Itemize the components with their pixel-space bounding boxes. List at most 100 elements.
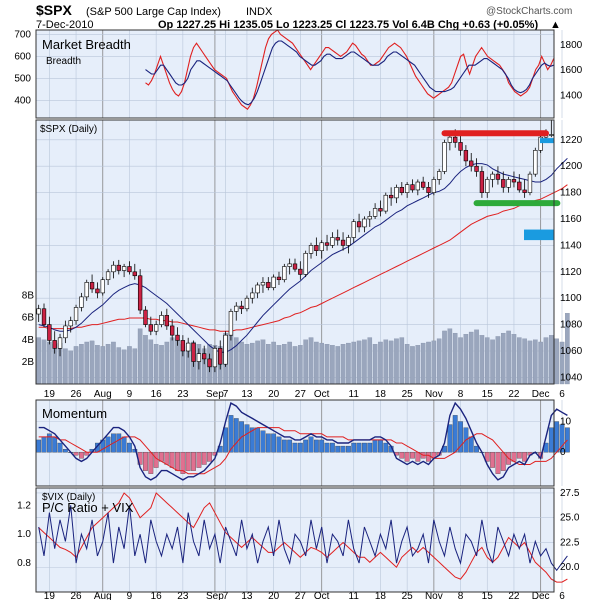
candle-down xyxy=(127,266,132,273)
candle-up xyxy=(255,284,260,294)
candle-down xyxy=(148,324,153,332)
candle-up xyxy=(84,282,89,298)
watermark: @StockCharts.com xyxy=(486,6,572,17)
candle-up xyxy=(394,187,399,199)
x-axis-label: 16 xyxy=(151,389,163,400)
volume-bar xyxy=(452,332,458,385)
volume-bar xyxy=(36,337,41,385)
breadth-panel xyxy=(36,30,554,118)
chart-header: $SPX (S&P 500 Large Cap Index) INDX @Sto… xyxy=(36,2,572,31)
momentum-hist-bar xyxy=(399,452,405,459)
x-axis-label: Sep xyxy=(206,389,224,400)
volume-bar xyxy=(303,339,308,385)
candle-down xyxy=(335,237,340,241)
volume-bar xyxy=(479,335,485,385)
candle-up xyxy=(111,264,116,273)
breadth-left-tick: 500 xyxy=(14,73,31,84)
x-axis-label-bottom: 6 xyxy=(559,591,565,600)
candle-up xyxy=(100,279,105,294)
candle-up xyxy=(351,221,356,238)
breadth-right-tick: 1800 xyxy=(560,40,583,51)
candle-up xyxy=(250,292,255,299)
momentum-hist-bar xyxy=(180,452,186,474)
x-axis-label: Nov xyxy=(425,389,443,400)
candle-down xyxy=(89,282,95,290)
candle-down xyxy=(41,308,47,325)
price-tick-label: 1040 xyxy=(560,372,583,383)
x-axis-label: 26 xyxy=(70,389,82,400)
price-marker-small xyxy=(540,138,554,144)
momentum-hist-bar xyxy=(372,439,378,453)
momentum-hist-bar xyxy=(207,452,212,462)
price-tick-label: 1140 xyxy=(560,240,582,251)
x-axis-label-bottom: 19 xyxy=(44,591,56,600)
volume-bar xyxy=(533,339,538,385)
candle-up xyxy=(223,334,228,365)
candle-up xyxy=(308,245,314,254)
candle-down xyxy=(399,187,404,193)
up-arrow-icon: ▲ xyxy=(550,19,561,31)
pcr-title: P/C Ratio + VIX xyxy=(42,500,134,515)
x-axis-label: 15 xyxy=(482,389,494,400)
panel-frames xyxy=(35,29,555,593)
momentum-hist-bar xyxy=(324,442,330,453)
candle-up xyxy=(57,337,63,349)
candle-down xyxy=(474,165,479,172)
candle-up xyxy=(287,263,292,267)
volume-bar xyxy=(490,339,495,385)
volume-bar xyxy=(244,344,250,385)
candle-up xyxy=(36,308,41,315)
momentum-hist-bar xyxy=(495,452,501,474)
volume-bar xyxy=(506,330,511,385)
volume-bar xyxy=(100,346,106,385)
series-layer xyxy=(38,29,568,583)
momentum-hist-bar xyxy=(255,427,261,453)
x-axis-label: 22 xyxy=(508,389,520,400)
momentum-hist-bar xyxy=(356,442,362,453)
candle-down xyxy=(463,150,469,162)
candle-up xyxy=(431,179,437,193)
volume-bar xyxy=(388,340,394,385)
momentum-hist-bar xyxy=(287,439,293,453)
volume-bar xyxy=(554,338,559,385)
candle-down xyxy=(458,142,463,151)
momentum-hist-bar xyxy=(271,433,277,453)
candle-down xyxy=(191,342,196,362)
x-axis-label-bottom: 26 xyxy=(70,591,82,600)
volume-bar xyxy=(68,350,73,385)
candle-up xyxy=(383,194,388,212)
momentum-hist-bar xyxy=(426,452,431,462)
breadth-left-tick: 600 xyxy=(14,51,31,62)
momentum-hist-bar xyxy=(281,439,287,453)
ma_long-line xyxy=(38,184,568,332)
momentum-hist-bar xyxy=(153,452,159,468)
candle-up xyxy=(271,276,276,288)
candle-down xyxy=(378,208,383,212)
price-tick-label: 1120 xyxy=(560,267,582,278)
breadth-left-tick: 700 xyxy=(14,29,31,40)
volume-bar xyxy=(549,335,554,385)
panel-frame xyxy=(35,487,555,593)
candle-down xyxy=(47,324,52,341)
momentum-hist-bar xyxy=(196,452,202,468)
volume-bar xyxy=(495,336,501,385)
price-tick-label: 1080 xyxy=(560,320,583,331)
candle-down xyxy=(469,160,474,167)
candle-up xyxy=(73,307,79,321)
momentum-hist-bar xyxy=(164,452,170,465)
volume-bar xyxy=(292,346,298,385)
candle-up xyxy=(244,297,250,310)
volume-bar xyxy=(298,345,303,385)
momentum-hist-bar xyxy=(276,436,282,453)
x-axis-label-bottom: 8 xyxy=(458,591,464,600)
candle-up xyxy=(153,324,159,332)
momentum-hist-bar xyxy=(121,436,127,453)
x-axis-label-bottom: Nov xyxy=(425,591,443,600)
x-axis-label-bottom: 15 xyxy=(482,591,494,600)
momentum-hist-bar xyxy=(447,424,453,453)
volume-bar xyxy=(511,334,517,385)
momentum-hist-bar xyxy=(78,452,84,459)
candle-up xyxy=(186,342,191,352)
momentum-hist-bar xyxy=(228,415,234,453)
volume-bar xyxy=(500,332,506,385)
